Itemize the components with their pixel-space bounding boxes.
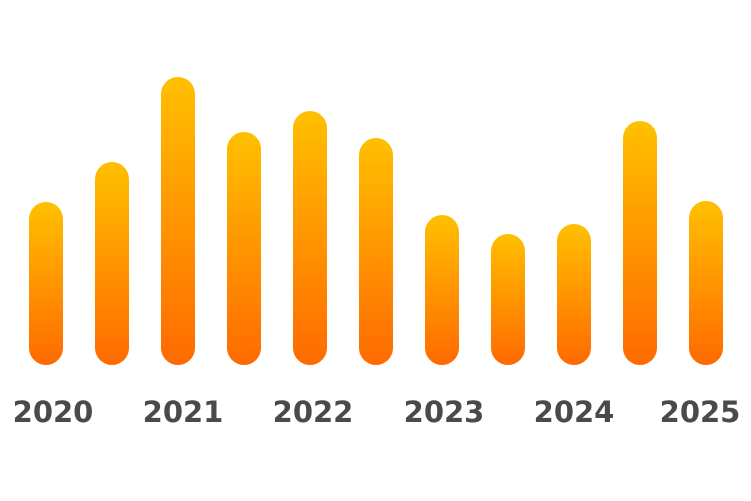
bar-3: [227, 132, 261, 365]
x-tick-label-2: 2022: [273, 395, 354, 429]
x-tick-label-0: 2020: [13, 395, 94, 429]
bar-4: [293, 111, 327, 365]
bar-10: [689, 201, 723, 365]
bar-8: [557, 224, 591, 365]
bar-7: [491, 234, 525, 365]
x-tick-label-4: 2024: [534, 395, 615, 429]
bar-0: [29, 202, 63, 365]
x-tick-label-1: 2021: [143, 395, 224, 429]
x-tick-label-5: 2025: [660, 395, 741, 429]
bar-5: [359, 138, 393, 365]
bar-9: [623, 121, 657, 365]
x-axis-ticks: 2020 2021 2022 2023 2024 2025: [13, 395, 741, 429]
bar-1: [95, 162, 129, 365]
bars-group: [29, 77, 723, 365]
bar-2: [161, 77, 195, 365]
bar-6: [425, 215, 459, 365]
x-tick-label-3: 2023: [404, 395, 485, 429]
